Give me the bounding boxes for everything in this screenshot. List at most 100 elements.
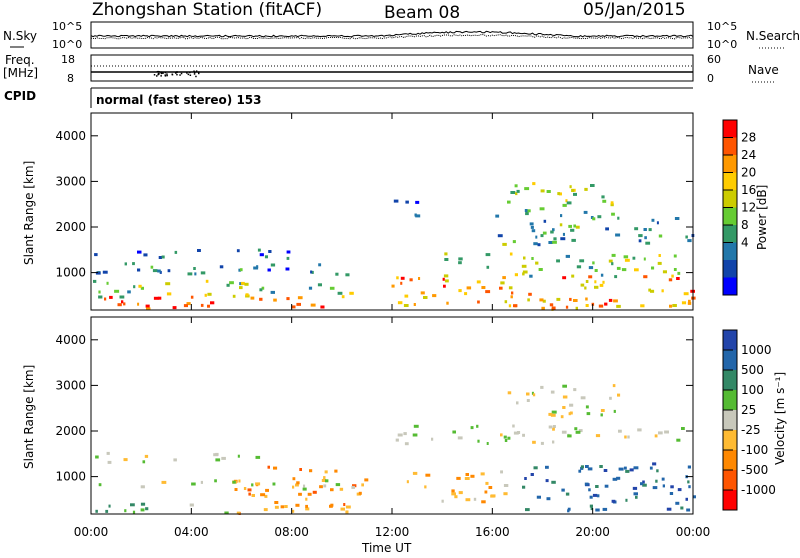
heatmap-cell — [272, 482, 276, 486]
nave-dip-point — [174, 71, 177, 74]
heatmap-cell — [657, 261, 662, 265]
heatmap-cell — [303, 484, 306, 488]
heatmap-cell — [413, 424, 419, 428]
nave-dip-point — [164, 71, 167, 74]
cpid-text: normal (fast stereo) 153 — [96, 93, 262, 107]
heatmap-cell — [570, 228, 575, 232]
heatmap-cell — [558, 192, 562, 196]
heatmap-cell — [337, 291, 343, 295]
freq-right-tick-high: 60 — [707, 53, 721, 66]
heatmap-cell — [661, 477, 665, 481]
heatmap-cell — [412, 433, 418, 437]
heatmap-cell — [649, 466, 653, 470]
nave-dip-point — [198, 72, 200, 75]
heatmap-cell — [638, 239, 642, 243]
heatmap-cell — [549, 303, 554, 307]
heatmap-cell — [623, 255, 629, 259]
heatmap-cell — [687, 480, 690, 484]
y-tick-label: 2000 — [55, 424, 86, 438]
nave-dip-point — [166, 74, 168, 77]
heatmap-cell — [567, 509, 570, 513]
heatmap-cell — [590, 184, 595, 187]
nave-dip-point — [194, 71, 196, 74]
heatmap-cell — [580, 465, 584, 469]
noise-left-tick-high: 10^5 — [52, 20, 82, 33]
heatmap-cell — [548, 412, 553, 416]
colorbar-swatch — [723, 260, 737, 278]
noise-left-tick-low: 10^0 — [52, 38, 82, 51]
heatmap-cell — [172, 306, 177, 310]
heatmap-cell — [611, 499, 616, 503]
heatmap-cell — [571, 189, 575, 192]
heatmap-cell — [688, 485, 691, 489]
heatmap-cell — [404, 442, 409, 446]
heatmap-cell — [553, 425, 556, 428]
heatmap-cell — [140, 508, 145, 512]
heatmap-cell — [546, 190, 551, 193]
heatmap-cell — [585, 280, 589, 283]
colorbar-tick-label: 16 — [741, 183, 756, 197]
noise-right-tick-low: 10^0 — [707, 38, 737, 51]
heatmap-cell — [602, 507, 608, 511]
heatmap-cell — [166, 292, 172, 296]
heatmap-cell — [531, 229, 536, 233]
heatmap-cell — [515, 192, 518, 196]
heatmap-cell — [680, 506, 684, 510]
colorbar-swatch — [723, 490, 737, 511]
colorbar-swatch — [723, 350, 737, 371]
heatmap-cell — [510, 295, 513, 299]
colorbar-swatch — [723, 120, 737, 138]
heatmap-cell — [616, 476, 621, 480]
heatmap-cell — [140, 286, 144, 290]
heatmap-cell — [604, 302, 608, 306]
heatmap-cell — [522, 270, 528, 274]
heatmap-cell — [504, 439, 508, 442]
heatmap-cell — [565, 305, 569, 309]
nave-dip-point — [187, 73, 190, 76]
heatmap-cell — [615, 233, 621, 237]
heatmap-cell — [261, 286, 265, 290]
heatmap-cell — [93, 279, 97, 283]
heatmap-cell — [584, 286, 587, 290]
nave-dip-point — [164, 75, 167, 77]
heatmap-cell — [245, 293, 249, 297]
colorbar-tick-label: -500 — [741, 463, 768, 477]
heatmap-cell — [466, 286, 472, 290]
heatmap-cell — [683, 292, 689, 296]
heatmap-cell — [671, 274, 674, 278]
freq-label-line1: Freq. — [5, 53, 35, 67]
heatmap-cell — [533, 466, 538, 470]
noise-left-label: N.Sky — [3, 29, 37, 43]
heatmap-cell — [291, 305, 296, 309]
heatmap-cell — [666, 507, 672, 511]
heatmap-cell — [522, 272, 525, 276]
heatmap-cell — [221, 456, 226, 460]
heatmap-cell — [458, 257, 463, 261]
heatmap-cell — [500, 281, 505, 285]
nave-dip-point — [158, 71, 160, 73]
heatmap-cell — [605, 227, 609, 231]
nave-dip-point — [171, 73, 174, 76]
heatmap-cell — [189, 503, 194, 507]
heatmap-cell — [94, 253, 98, 257]
heatmap-cell — [458, 491, 463, 495]
heatmap-cell — [532, 182, 536, 186]
heatmap-cell — [578, 469, 582, 473]
heatmap-cell — [540, 189, 545, 193]
heatmap-cell — [632, 256, 636, 260]
heatmap-cell — [132, 510, 136, 514]
heatmap-cell — [514, 273, 518, 277]
heatmap-cell — [183, 304, 188, 308]
heatmap-cell — [571, 238, 576, 242]
heatmap-cell — [274, 501, 279, 504]
heatmap-cell — [592, 217, 596, 221]
heatmap-cell — [497, 234, 503, 238]
heatmap-cell — [658, 431, 663, 435]
heatmap-cell — [251, 494, 255, 497]
heatmap-cell — [343, 503, 346, 506]
heatmap-cell — [420, 291, 425, 295]
heatmap-cell — [571, 274, 575, 278]
colorbar-tick-label: 8 — [741, 218, 749, 232]
heatmap-cell — [662, 270, 667, 274]
power-ylabel: Slant Range [km] — [22, 161, 36, 265]
